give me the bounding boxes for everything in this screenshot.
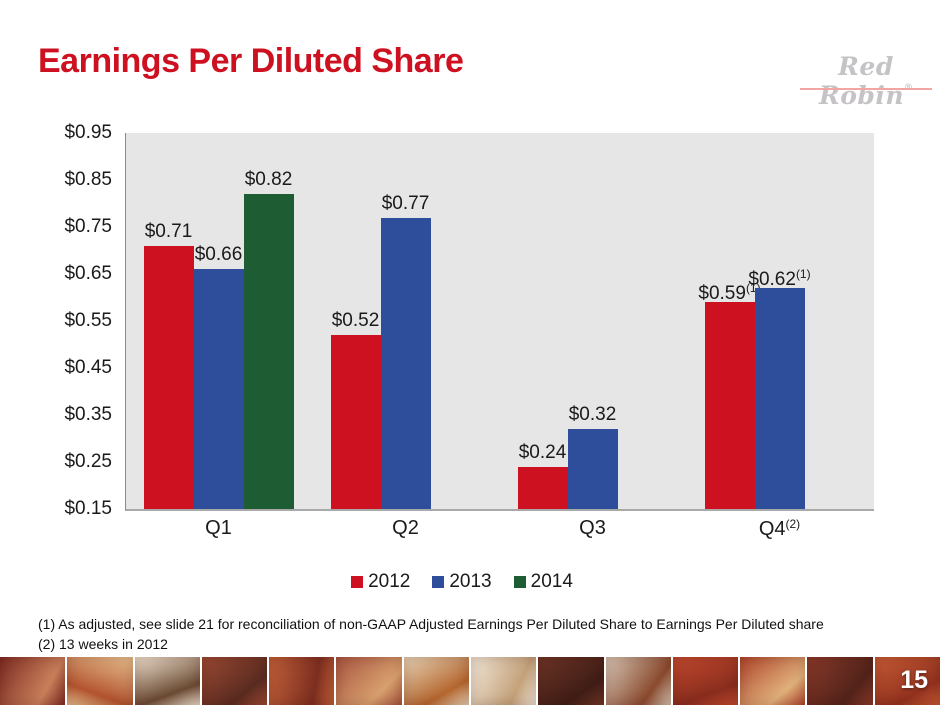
y-axis-label: $0.55 — [64, 310, 112, 331]
y-axis-label: $0.75 — [64, 216, 112, 237]
legend-label: 2014 — [530, 571, 573, 592]
x-axis-label: Q1 — [205, 517, 232, 539]
photo-tile — [672, 657, 739, 705]
legend-swatch-2014 — [513, 576, 526, 588]
bar-2013-q4 — [754, 288, 805, 509]
bar-value-label: $0.71 — [144, 220, 193, 242]
legend-swatch-2012 — [351, 576, 364, 588]
logo-text: Red Robin — [818, 52, 905, 110]
y-axis-label: $0.85 — [64, 169, 112, 190]
bar-value-label: $0.82 — [244, 169, 293, 191]
photo-tile — [269, 657, 335, 705]
footnote-1: (1) As adjusted, see slide 21 for reconc… — [38, 616, 824, 632]
y-axis-label: $0.65 — [64, 263, 112, 284]
page-title: Earnings Per Diluted Share — [38, 42, 464, 80]
bar-2012-q1 — [143, 245, 194, 509]
photo-tile — [470, 657, 537, 705]
bar-value-label: $0.62(1) — [748, 267, 811, 291]
photo-tile — [807, 657, 873, 705]
photo-tile — [134, 657, 200, 705]
legend-label: 2012 — [368, 571, 411, 592]
bar-2013-q1 — [193, 269, 244, 509]
photo-tile — [67, 657, 133, 705]
footnotes: (1) As adjusted, see slide 21 for reconc… — [38, 615, 824, 654]
y-axis-label: $0.25 — [64, 451, 112, 472]
bar-value-label: $0.52 — [331, 310, 380, 332]
photo-tile — [403, 657, 469, 705]
legend-swatch-2013 — [432, 576, 445, 588]
logo-underline — [800, 88, 932, 90]
photo-tile — [0, 657, 66, 705]
bar-value-label: $0.24 — [518, 441, 567, 463]
photo-strip — [0, 657, 940, 705]
x-axis-label: Q2 — [392, 517, 419, 539]
legend-item-2013: 2013 — [432, 571, 492, 593]
bar-value-label: $0.66 — [194, 244, 243, 266]
red-robin-logo: Red Robin® — [800, 52, 932, 110]
bar-2012-q2 — [330, 335, 381, 509]
photo-tile — [874, 657, 940, 705]
y-axis-label: $0.35 — [64, 404, 112, 425]
x-axis-label: Q3 — [579, 517, 606, 539]
legend-item-2012: 2012 — [351, 571, 410, 593]
y-axis-label: $0.45 — [64, 357, 112, 378]
bar-value-label: $0.32 — [568, 404, 617, 426]
photo-tile — [201, 657, 268, 705]
legend-item-2014: 2014 — [513, 571, 573, 593]
bar-2012-q4 — [704, 302, 755, 509]
footnote-2: (2) 13 weeks in 2012 — [38, 635, 168, 652]
bar-2014-q1 — [243, 194, 294, 509]
page-number: 15 — [900, 666, 928, 694]
legend-label: 2013 — [449, 571, 492, 592]
y-axis-label: $0.15 — [64, 498, 112, 519]
bar-value-label: $0.59(1) — [698, 281, 761, 305]
photo-tile — [605, 657, 671, 705]
bar-2013-q2 — [380, 217, 431, 509]
bar-2013-q3 — [567, 429, 618, 509]
legend: 2012 2013 2014 — [38, 570, 886, 594]
y-axis-label: $0.95 — [64, 122, 112, 143]
bar-value-label: $0.77 — [381, 192, 430, 214]
photo-tile — [538, 657, 604, 705]
x-axis-label: Q4(2) — [758, 517, 801, 540]
photo-tile — [740, 657, 806, 705]
photo-tile — [336, 657, 402, 705]
bar-2012-q3 — [517, 466, 568, 509]
